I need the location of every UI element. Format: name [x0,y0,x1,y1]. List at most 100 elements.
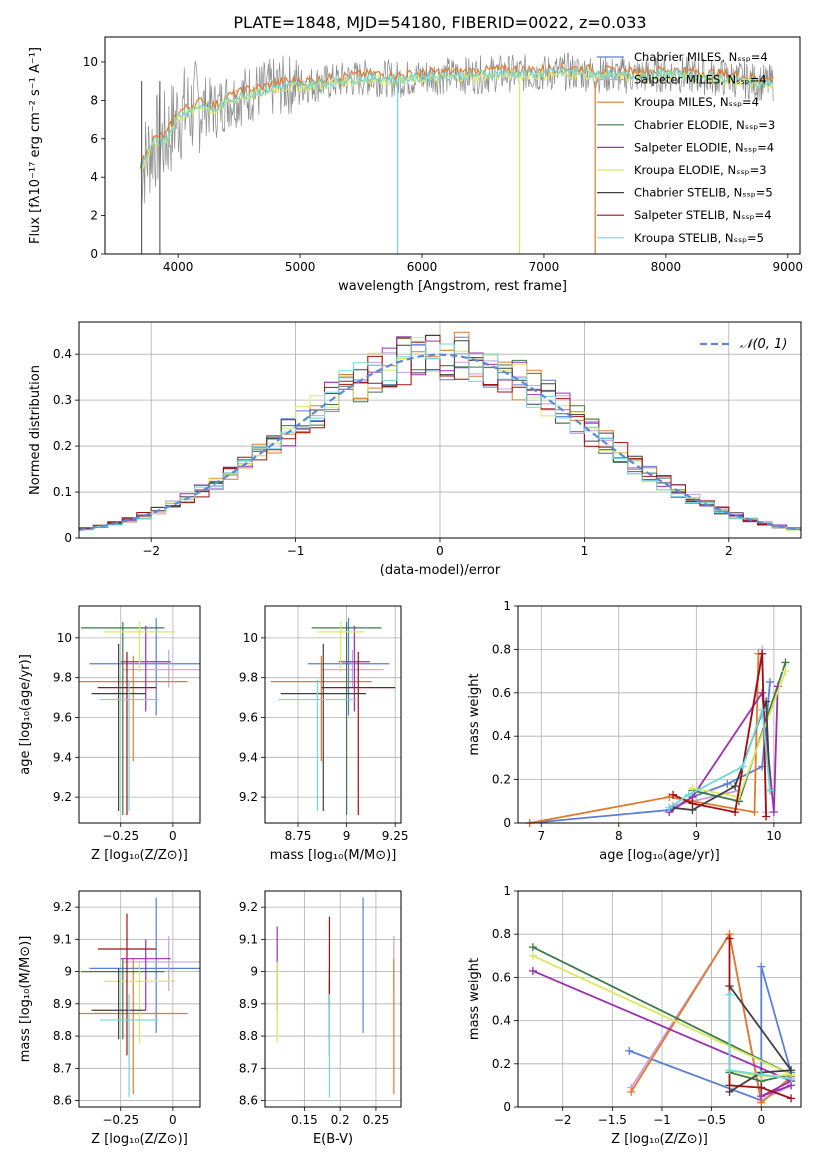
data-point-marker [758,649,767,658]
y-tick-label: 9 [64,965,72,979]
y-tick-label: 8.8 [239,1029,258,1043]
axes-frame [264,890,402,1108]
x-tick-label: 0.25 [363,1113,390,1127]
y-tick-label: 10 [243,631,258,645]
legend-label: Salpeter STELIB, Nₛₛₚ=4 [634,208,772,222]
x-tick-label: −1 [287,544,305,558]
x-axis-label: Z [log₁₀(Z/Z⊙)] [91,1132,188,1147]
y-tick-label: 0.8 [492,642,511,656]
x-tick-label: 9.25 [382,829,409,843]
x-tick-label: 8 [615,829,623,843]
x-tick-label: −1 [653,1113,671,1127]
data-point-marker [528,943,537,952]
y-axis-label: mass weight [467,958,482,1040]
data-point-marker [757,1070,766,1079]
x-tick-label: 7 [537,829,545,843]
x-tick-label: 8000 [651,260,682,274]
legend-label: Salpeter MILES, Nₛₛₚ=4 [634,73,767,87]
y-tick-label: 0 [64,531,72,545]
y-tick-label: 8.8 [53,1029,72,1043]
x-axis-label: (data-model)/error [380,563,501,578]
data-point-marker [731,808,740,817]
y-tick-label: 9.1 [239,932,258,946]
data-point-marker [738,762,747,771]
axes-frame [78,605,201,824]
mass-weight-series-line [672,653,767,817]
mass-weight-series-line [532,970,794,1098]
x-tick-label: 0.2 [331,1113,350,1127]
age-vs-mass-panel: 8.75 9 9.25 9.2 9.4 9.6 9.8 10 mass [log₁₀(M/M⊙)… [239,605,409,863]
figure-title: PLATE=1848, MJD=54180, FIBERID=0022, z=0… [233,13,646,32]
x-tick-label: −0.25 [102,829,139,843]
legend-label: Kroupa ELODIE, Nₛₛₚ=3 [634,163,767,177]
model-spectrum-line [141,65,774,168]
y-tick-label: 9.4 [239,750,258,764]
legend-label: Kroupa STELIB, Nₛₛₚ=5 [634,231,764,245]
y-tick-label: 8.9 [239,997,258,1011]
age-vs-metallicity-panel: −0.25 0 9.2 9.4 9.6 9.8 10 Z [log₁₀(Z/Z⊙)] age [… [18,605,201,863]
mass-weight-series-line [532,946,794,1083]
y-tick-label: 0.4 [53,347,72,361]
data-point-marker [625,1046,634,1055]
x-tick-label: −2 [142,544,160,558]
y-axis-label: Normed distribution [28,365,43,495]
y-tick-label: 8.6 [239,1094,258,1108]
y-tick-label: 0.4 [492,1014,511,1028]
data-point-marker [781,667,790,676]
y-tick-label: 0.6 [492,686,511,700]
data-point-marker [627,1087,636,1096]
y-axis-label: Flux [fλ10⁻¹⁷ erg cm⁻² s⁻¹ A⁻¹] [28,47,43,244]
y-tick-label: 6 [90,132,98,146]
mass-weight-series-line [728,994,792,1080]
massweight-vs-metallicity-panel: −2 −1.5 −1 −0.5 0 0 0.2 0.4 0.6 0.8 1 Z [log₁₀(Z/Z⊙… [467,884,802,1147]
y-tick-label: 0.4 [492,729,511,743]
x-axis-label: Z [log₁₀(Z/Z⊙)] [611,1132,708,1147]
y-tick-label: 0 [503,1100,511,1114]
legend-label: Kroupa MILES, Nₛₛₚ=4 [634,95,759,109]
data-point-marker [725,1066,734,1075]
data-point-marker [787,1094,796,1103]
x-tick-label: 0.15 [291,1113,318,1127]
data-point-marker [757,962,766,971]
x-tick-label: 0 [436,544,444,558]
data-point-marker [765,677,774,686]
x-axis-label: Z [log₁₀(Z/Z⊙)] [91,848,188,863]
data-point-marker [769,808,778,817]
data-point-marker [723,779,732,788]
data-point-marker [665,803,674,812]
mass-weight-series-line [529,681,771,823]
y-axis-label: mass weight [467,673,482,755]
data-point-marker [725,934,734,943]
data-point-marker [781,658,790,667]
data-point-marker [725,990,734,999]
x-axis-label: wavelength [Angstrom, rest frame] [338,279,567,294]
y-tick-label: 9.6 [53,710,72,724]
y-tick-label: 9.8 [53,671,72,685]
mass-weight-series-line [532,954,792,1078]
y-tick-label: 0.2 [53,439,72,453]
data-point-marker [765,786,774,795]
data-point-marker [750,808,759,817]
mass-vs-ebv-panel: 0.15 0.2 0.25 8.6 8.7 8.8 8.9 9 9.1 9.2 E(B-V) [239,890,402,1147]
data-point-marker [787,1074,796,1083]
x-tick-label: −2 [554,1113,572,1127]
legend: Chabrier MILES, Nₛₛₚ=4 Salpeter MILES, Nₛ… [597,50,775,245]
residual-histogram-panel: −2 −1 0 1 2 0 0.1 0.2 0.3 0.4 (data-model)/error No… [28,321,802,578]
data-point-marker [669,790,678,799]
massweight-vs-age-panel: 7 8 9 10 0 0.2 0.4 0.6 0.8 1 age [log₁₀(age/yr)] ma… [467,599,802,863]
y-tick-label: 9.2 [239,790,258,804]
y-tick-label: 8.7 [239,1061,258,1075]
y-tick-label: 9.2 [53,790,72,804]
x-tick-label: 0 [169,829,177,843]
x-tick-label: 9 [693,829,701,843]
x-tick-label: 7000 [529,260,560,274]
data-point-marker [757,1083,766,1092]
x-tick-label: 0 [757,1113,765,1127]
legend-label: Chabrier STELIB, Nₛₛₚ=5 [634,186,773,200]
y-tick-label: 8.6 [53,1094,72,1108]
x-tick-label: −0.25 [102,1113,139,1127]
x-tick-label: 2 [725,544,733,558]
y-tick-label: 10 [57,631,72,645]
normal-curve-line [78,353,802,531]
